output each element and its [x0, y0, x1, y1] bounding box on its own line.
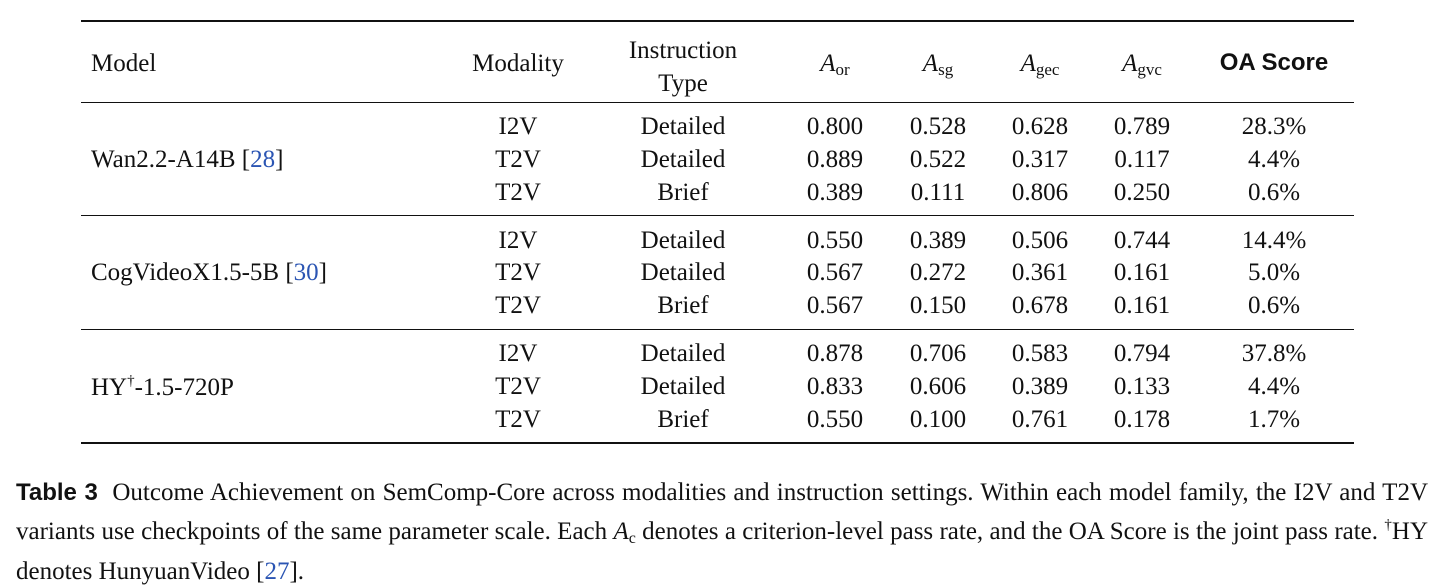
- table-cell: Detailed: [640, 227, 726, 254]
- table-cell: 0.272: [909, 259, 967, 286]
- table-cell: 0.606: [909, 373, 967, 400]
- header-a-sg: Asg: [922, 50, 954, 79]
- table-cell: T2V: [495, 292, 541, 319]
- header-a-gvc: Agvc: [1122, 50, 1162, 79]
- table-cell: 14.4%: [1241, 227, 1307, 254]
- table-cell: Brief: [657, 406, 709, 433]
- table-cell: Detailed: [640, 373, 726, 400]
- table-cell: I2V: [498, 340, 538, 367]
- table-cell: Detailed: [640, 113, 726, 140]
- table-cell: Detailed: [640, 259, 726, 286]
- model-name-cogvideox: CogVideoX1.5-5B [30]: [91, 259, 327, 286]
- table-cell: 0.567: [806, 259, 864, 286]
- caption-variable: A: [613, 518, 629, 545]
- table-cell: 0.833: [806, 373, 864, 400]
- table-cell: T2V: [495, 179, 541, 206]
- dagger-mark: †: [127, 373, 135, 389]
- table-cell: T2V: [495, 373, 541, 400]
- table-cell: 0.789: [1113, 113, 1171, 140]
- table-cell: 0.117: [1114, 146, 1170, 173]
- table-cell: 0.761: [1011, 406, 1069, 433]
- model-name-hy: HY†-1.5-720P: [91, 373, 234, 401]
- group-rule: [81, 215, 1354, 216]
- caption-label: Table 3: [16, 479, 98, 506]
- citation-link[interactable]: 30: [293, 259, 319, 286]
- table-cell: Brief: [657, 292, 709, 319]
- table-cell: 0.389: [909, 227, 967, 254]
- table-cell: 0.317: [1011, 146, 1069, 173]
- table-cell: 0.133: [1113, 373, 1171, 400]
- table-cell: T2V: [495, 259, 541, 286]
- header-a-or: Aor: [820, 50, 850, 79]
- table-cell: 0.583: [1011, 340, 1069, 367]
- table-cell: 0.528: [909, 113, 967, 140]
- table-cell: 0.806: [1011, 179, 1069, 206]
- table-cell: Detailed: [640, 340, 726, 367]
- table-caption: Table 3 Outcome Achievement on SemComp-C…: [16, 479, 1429, 585]
- table-cell: 0.878: [806, 340, 864, 367]
- table-cell: 0.6%: [1247, 292, 1301, 319]
- table-cell: 0.161: [1113, 259, 1171, 286]
- table-cell: 0.744: [1113, 227, 1171, 254]
- bottom-rule: [81, 442, 1354, 444]
- top-rule: [81, 20, 1354, 22]
- table-cell: Detailed: [640, 146, 726, 173]
- header-instruction-line1: Instruction: [628, 37, 738, 64]
- header-instruction-line2: Type: [658, 70, 708, 97]
- table-cell: 0.111: [910, 179, 966, 206]
- header-modality: Modality: [472, 50, 564, 77]
- table-cell: 1.7%: [1247, 406, 1301, 433]
- table-cell: T2V: [495, 146, 541, 173]
- header-a-gec: Agec: [1020, 50, 1060, 79]
- header-instruction-type: Instruction Type: [629, 34, 737, 100]
- header-rule: [81, 102, 1354, 103]
- table-cell: 0.567: [806, 292, 864, 319]
- table-cell: 28.3%: [1241, 113, 1307, 140]
- table-cell: 0.389: [806, 179, 864, 206]
- table-cell: 0.389: [1011, 373, 1069, 400]
- table-cell: 0.794: [1113, 340, 1171, 367]
- table-cell: 0.506: [1011, 227, 1069, 254]
- table-cell: 0.706: [909, 340, 967, 367]
- table-cell: I2V: [498, 227, 538, 254]
- table-cell: 37.8%: [1241, 340, 1307, 367]
- table-cell: Brief: [657, 179, 709, 206]
- table-cell: 4.4%: [1247, 146, 1301, 173]
- group-rule: [81, 329, 1354, 330]
- table-cell: 0.6%: [1247, 179, 1301, 206]
- table-cell: 0.100: [909, 406, 967, 433]
- dagger-mark: †: [1384, 517, 1392, 533]
- table-cell: T2V: [495, 406, 541, 433]
- citation-link[interactable]: 28: [250, 146, 276, 173]
- table-cell: 0.678: [1011, 292, 1069, 319]
- table-cell: 5.0%: [1247, 259, 1301, 286]
- table-cell: 0.150: [909, 292, 967, 319]
- table-cell: 0.550: [806, 406, 864, 433]
- table-cell: 0.550: [806, 227, 864, 254]
- model-name-wan: Wan2.2-A14B [28]: [91, 146, 284, 173]
- table-cell: 0.628: [1011, 113, 1069, 140]
- table-cell: 0.361: [1011, 259, 1069, 286]
- table-cell: 4.4%: [1247, 373, 1301, 400]
- table-cell: 0.522: [909, 146, 967, 173]
- table-cell: 0.800: [806, 113, 864, 140]
- header-oa-score: OA Score: [1219, 49, 1329, 76]
- table-cell: 0.161: [1113, 292, 1171, 319]
- table-cell: 0.250: [1113, 179, 1171, 206]
- citation-link[interactable]: 27: [264, 558, 290, 585]
- table-cell: I2V: [498, 113, 538, 140]
- table-cell: 0.178: [1113, 406, 1171, 433]
- header-model: Model: [91, 50, 157, 77]
- table-cell: 0.889: [806, 146, 864, 173]
